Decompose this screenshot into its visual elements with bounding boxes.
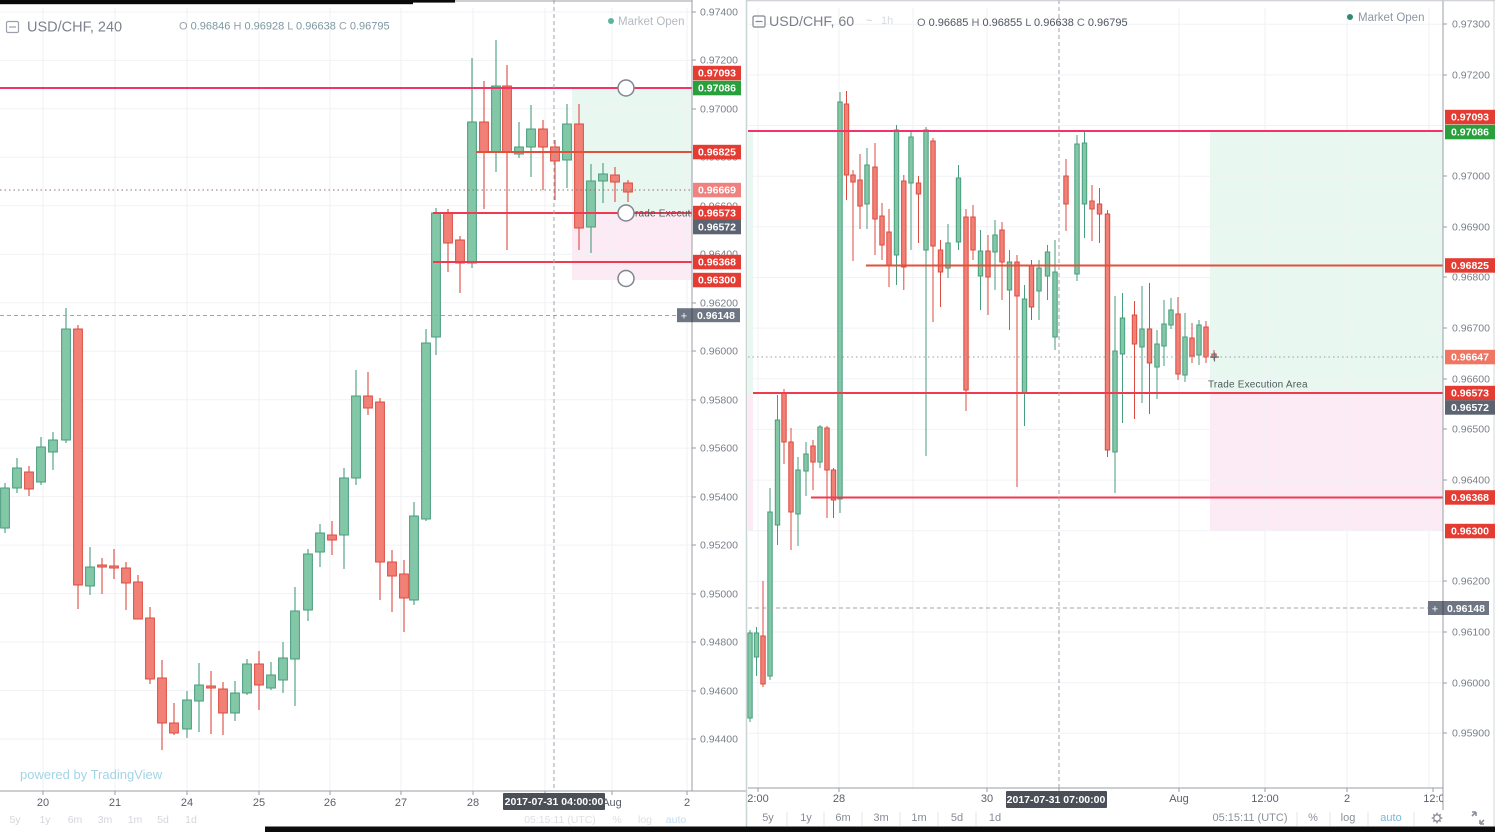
svg-text:6m: 6m [835,812,850,824]
svg-text:26: 26 [324,797,336,809]
svg-text:0.97093: 0.97093 [1451,112,1489,124]
svg-text:0.94600: 0.94600 [700,686,738,698]
svg-text:25: 25 [253,797,265,809]
svg-text:1d: 1d [185,814,197,826]
svg-text:0.96300: 0.96300 [698,275,736,287]
svg-text:2017-07-31 04:00:00: 2017-07-31 04:00:00 [505,796,604,808]
svg-text:1h: 1h [881,15,893,27]
svg-text:USD/CHF, 60: USD/CHF, 60 [769,14,854,30]
svg-text:0.96572: 0.96572 [1451,402,1489,414]
svg-text:0.96400: 0.96400 [1452,475,1490,487]
svg-text:21: 21 [109,797,121,809]
svg-text:0.97200: 0.97200 [700,55,738,67]
svg-text:0.96500: 0.96500 [1452,424,1490,436]
svg-text:12:00: 12:00 [1423,793,1451,805]
svg-text:%: % [612,814,621,826]
svg-text:5d: 5d [951,812,963,824]
svg-text:12:00: 12:00 [1251,793,1279,805]
svg-text:0.96647: 0.96647 [1451,352,1489,364]
svg-text:0.95000: 0.95000 [700,589,738,601]
svg-text:Trade Execution Area: Trade Execution Area [1208,380,1308,391]
svg-text:05:15:11 (UTC): 05:15:11 (UTC) [524,814,596,826]
svg-text:O 0.96846 H 0.96928 L 0.96638: O 0.96846 H 0.96928 L 0.96638 C 0.96795 [179,21,390,33]
svg-text:28: 28 [467,797,479,809]
svg-text:Aug: Aug [1169,793,1189,805]
svg-text:~: ~ [866,15,872,27]
svg-text:5y: 5y [9,814,21,826]
svg-text:3m: 3m [873,812,888,824]
svg-text:+: + [681,311,687,323]
svg-text:5d: 5d [157,814,169,826]
svg-text:0.97086: 0.97086 [1451,127,1489,139]
svg-text:0.94400: 0.94400 [700,734,738,746]
svg-text:0.96900: 0.96900 [1452,222,1490,234]
svg-text:0.97093: 0.97093 [698,68,736,80]
svg-text:0.96800: 0.96800 [1452,272,1490,284]
svg-text:0.96573: 0.96573 [698,208,736,220]
svg-text:0.96825: 0.96825 [698,147,736,159]
svg-text:0.95400: 0.95400 [700,492,738,504]
svg-text:0.97300: 0.97300 [1452,19,1490,31]
svg-text:O 0.96685 H 0.96855 L 0.96638: O 0.96685 H 0.96855 L 0.96638 C 0.96795 [917,17,1128,29]
svg-text:0.96573: 0.96573 [1451,388,1489,400]
svg-text:0.97200: 0.97200 [1452,70,1490,82]
svg-text:0.96000: 0.96000 [700,346,738,358]
svg-text:0.95900: 0.95900 [1452,728,1490,740]
svg-text:27: 27 [395,797,407,809]
svg-text:0.94800: 0.94800 [700,637,738,649]
svg-text:0.96200: 0.96200 [700,298,738,310]
svg-text:2: 2 [1344,793,1350,805]
svg-text:1y: 1y [39,814,51,826]
svg-text:30: 30 [981,793,993,805]
svg-text:0.96700: 0.96700 [1452,323,1490,335]
svg-text:log: log [1341,812,1356,824]
svg-text:3m: 3m [98,814,113,826]
svg-text:1m: 1m [128,814,143,826]
svg-text:0.96100: 0.96100 [1452,627,1490,639]
svg-text:1m: 1m [911,812,926,824]
svg-text:log: log [638,814,652,826]
svg-text:USD/CHF, 240: USD/CHF, 240 [27,20,122,36]
svg-text:auto: auto [666,814,687,826]
svg-text:0.96600: 0.96600 [1452,374,1490,386]
svg-text:0.97400: 0.97400 [700,7,738,19]
svg-text:0.97086: 0.97086 [698,83,736,95]
svg-text:5y: 5y [762,812,774,824]
svg-text:0.97000: 0.97000 [1452,171,1490,183]
svg-text:0.96300: 0.96300 [1451,526,1489,538]
svg-text:Market Open: Market Open [1358,12,1424,24]
svg-text:6m: 6m [68,814,83,826]
svg-text:0.96368: 0.96368 [1451,492,1489,504]
svg-text:rade Execution Area: rade Execution Area [635,209,729,220]
svg-text:24: 24 [181,797,193,809]
svg-text:2: 2 [684,797,690,809]
svg-text:05:15:11 (UTC): 05:15:11 (UTC) [1213,812,1288,824]
svg-text:+: + [1432,603,1438,615]
svg-text:20: 20 [37,797,49,809]
svg-text:auto: auto [1380,812,1401,824]
svg-text:0.96148: 0.96148 [1447,603,1485,615]
svg-text:0.95200: 0.95200 [700,540,738,552]
svg-text:0.95800: 0.95800 [700,395,738,407]
svg-text:2017-07-31 07:00:00: 2017-07-31 07:00:00 [1007,794,1106,806]
svg-text:1d: 1d [989,812,1001,824]
svg-text:powered by TradingView: powered by TradingView [20,767,163,782]
svg-text:Aug: Aug [602,797,622,809]
svg-text:%: % [1308,812,1318,824]
svg-text:0.96200: 0.96200 [1452,576,1490,588]
svg-text:2:00: 2:00 [747,793,768,805]
svg-text:0.96572: 0.96572 [698,222,736,234]
svg-text:0.96669: 0.96669 [698,185,736,197]
svg-text:0.97000: 0.97000 [700,104,738,116]
svg-text:0.95600: 0.95600 [700,443,738,455]
svg-text:1y: 1y [800,812,812,824]
svg-text:0.96825: 0.96825 [1451,260,1489,272]
svg-text:0.96000: 0.96000 [1452,678,1490,690]
svg-text:0.96368: 0.96368 [698,257,736,269]
svg-text:0.96148: 0.96148 [697,310,735,322]
svg-text:28: 28 [833,793,845,805]
svg-text:Market Open: Market Open [618,16,684,28]
